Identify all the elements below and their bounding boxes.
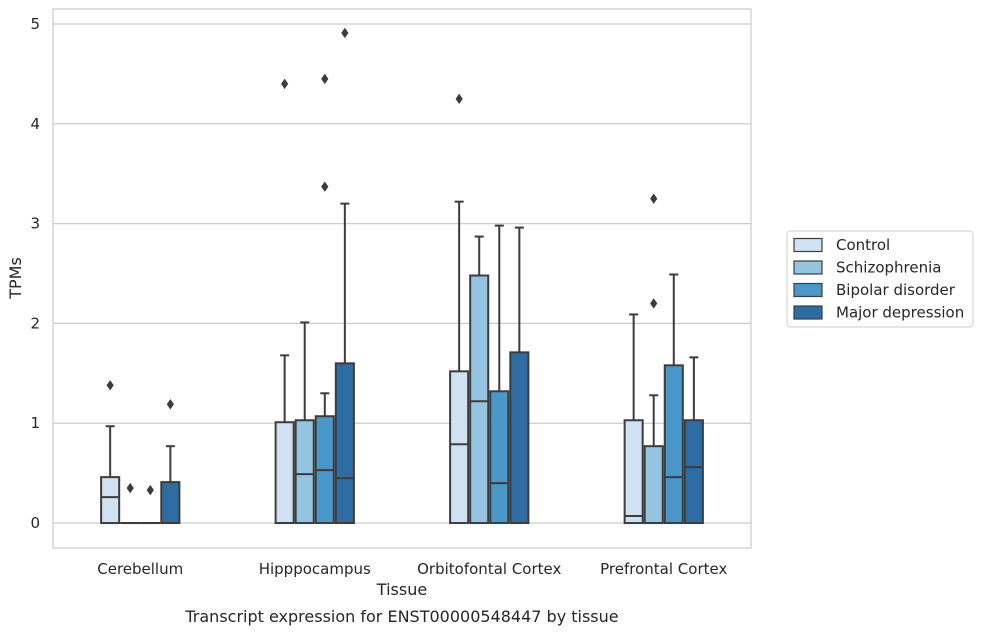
y-tick-label: 3 (30, 215, 40, 233)
legend-label: Control (836, 236, 890, 254)
legend-label: Schizophrenia (836, 259, 941, 277)
x-tick-label: Hipppocampus (259, 560, 371, 578)
y-tick-label: 2 (30, 314, 40, 332)
y-tick-labels: 0 1 2 3 4 5 (30, 15, 40, 532)
y-tick-label: 5 (30, 15, 40, 33)
y-tick-label: 0 (30, 514, 40, 532)
box-iqr (470, 276, 488, 524)
x-tick-label: Orbitofontal Cortex (417, 560, 561, 578)
legend-swatch (794, 261, 822, 274)
box-iqr (645, 446, 663, 523)
box-iqr (276, 422, 294, 523)
legend-swatch (794, 239, 822, 252)
box-iqr (625, 420, 643, 523)
x-axis-label: Tissue (376, 580, 427, 599)
box-iqr (665, 365, 683, 523)
box-iqr (336, 363, 354, 523)
legend-swatch (794, 284, 822, 297)
box-iqr (296, 420, 314, 523)
box-iqr (101, 477, 119, 523)
box-iqr (685, 420, 703, 523)
legend-swatch (794, 306, 822, 319)
x-tick-labels: Cerebellum Hipppocampus Orbitofontal Corte… (97, 560, 727, 578)
box-iqr (161, 482, 179, 523)
box-iqr (490, 391, 508, 523)
x-tick-label: Prefrontal Cortex (600, 560, 727, 578)
box-schizophrenia (470, 237, 488, 523)
chart-caption: Transcript expression for ENST0000054844… (184, 607, 618, 626)
y-axis-label: TPMs (6, 257, 25, 300)
box-iqr (450, 371, 468, 523)
box-iqr (510, 352, 528, 523)
y-tick-label: 4 (30, 115, 40, 133)
y-tick-label: 1 (30, 414, 40, 432)
x-tick-label: Cerebellum (97, 560, 183, 578)
legend: Control Schizophrenia Bipolar disorder Majo… (787, 231, 973, 327)
legend-label: Major depression (836, 304, 964, 322)
legend-label: Bipolar disorder (836, 281, 956, 299)
